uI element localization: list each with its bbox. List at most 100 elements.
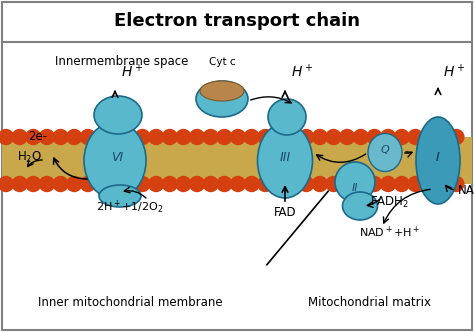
Circle shape [449, 129, 464, 144]
Circle shape [67, 129, 82, 144]
Circle shape [39, 129, 55, 144]
Text: Inner mitochondrial membrane: Inner mitochondrial membrane [38, 295, 222, 308]
Circle shape [39, 177, 55, 192]
Circle shape [244, 129, 259, 144]
Ellipse shape [99, 185, 141, 207]
Text: 2H$^+$+1/2O$_2$: 2H$^+$+1/2O$_2$ [96, 199, 164, 215]
Circle shape [367, 129, 382, 144]
Circle shape [81, 177, 95, 192]
Text: NAD$^+$+H$^+$: NAD$^+$+H$^+$ [359, 224, 421, 240]
Text: FADH$_2$: FADH$_2$ [370, 195, 410, 209]
Circle shape [108, 177, 123, 192]
Circle shape [149, 177, 164, 192]
Circle shape [67, 177, 82, 192]
Circle shape [0, 177, 13, 192]
Ellipse shape [268, 99, 306, 135]
Circle shape [108, 129, 123, 144]
Circle shape [203, 177, 218, 192]
Ellipse shape [200, 81, 244, 101]
Circle shape [367, 177, 382, 192]
Circle shape [94, 177, 109, 192]
Circle shape [340, 177, 355, 192]
Circle shape [203, 129, 218, 144]
Circle shape [0, 129, 13, 144]
Circle shape [190, 129, 205, 144]
Text: Cyt c: Cyt c [209, 57, 235, 67]
Text: VI: VI [111, 151, 123, 164]
Text: $H^+$: $H^+$ [121, 63, 143, 81]
Ellipse shape [368, 133, 402, 172]
Circle shape [272, 129, 286, 144]
Circle shape [381, 177, 396, 192]
Text: III: III [279, 151, 291, 164]
Text: Innermembrane space: Innermembrane space [55, 55, 188, 68]
Circle shape [190, 177, 205, 192]
Circle shape [217, 129, 232, 144]
Circle shape [176, 129, 191, 144]
Circle shape [53, 129, 68, 144]
Circle shape [121, 129, 137, 144]
Text: NADH: NADH [458, 184, 474, 197]
Circle shape [244, 177, 259, 192]
Circle shape [258, 129, 273, 144]
Circle shape [285, 177, 300, 192]
Ellipse shape [416, 117, 460, 204]
Circle shape [26, 129, 41, 144]
Circle shape [299, 177, 314, 192]
Ellipse shape [343, 192, 377, 220]
Circle shape [408, 177, 423, 192]
Circle shape [353, 177, 368, 192]
Circle shape [162, 177, 177, 192]
Circle shape [53, 177, 68, 192]
Ellipse shape [84, 122, 146, 199]
Circle shape [394, 129, 409, 144]
Circle shape [94, 129, 109, 144]
Text: $H^+$: $H^+$ [291, 63, 313, 81]
Circle shape [299, 129, 314, 144]
Circle shape [217, 177, 232, 192]
Circle shape [394, 177, 409, 192]
Circle shape [272, 177, 286, 192]
Circle shape [421, 177, 437, 192]
Circle shape [408, 129, 423, 144]
Circle shape [435, 177, 450, 192]
Text: Electron transport chain: Electron transport chain [114, 12, 360, 30]
Circle shape [285, 129, 300, 144]
Circle shape [149, 129, 164, 144]
Circle shape [312, 177, 328, 192]
Circle shape [312, 129, 328, 144]
Circle shape [230, 177, 246, 192]
Circle shape [121, 177, 137, 192]
Circle shape [12, 177, 27, 192]
Circle shape [258, 177, 273, 192]
Ellipse shape [94, 96, 142, 134]
Circle shape [176, 177, 191, 192]
Text: Mitochondrial matrix: Mitochondrial matrix [309, 295, 431, 308]
Circle shape [353, 129, 368, 144]
Text: I: I [436, 151, 440, 164]
Text: Q: Q [381, 145, 389, 155]
Circle shape [162, 129, 177, 144]
Ellipse shape [196, 81, 248, 117]
Text: H$_2$O: H$_2$O [18, 149, 43, 165]
Text: $H^+$: $H^+$ [443, 63, 465, 81]
Circle shape [135, 177, 150, 192]
Text: FAD: FAD [273, 206, 296, 218]
Ellipse shape [257, 123, 312, 198]
Text: 2e-: 2e- [28, 130, 47, 143]
Circle shape [449, 177, 464, 192]
Circle shape [435, 129, 450, 144]
Bar [2, 137, 472, 184]
Circle shape [230, 129, 246, 144]
Circle shape [381, 129, 396, 144]
Circle shape [135, 129, 150, 144]
Circle shape [326, 129, 341, 144]
Circle shape [421, 129, 437, 144]
Circle shape [81, 129, 95, 144]
Circle shape [12, 129, 27, 144]
Circle shape [26, 177, 41, 192]
Circle shape [340, 129, 355, 144]
Ellipse shape [335, 162, 375, 202]
Text: II: II [352, 183, 358, 193]
Circle shape [326, 177, 341, 192]
